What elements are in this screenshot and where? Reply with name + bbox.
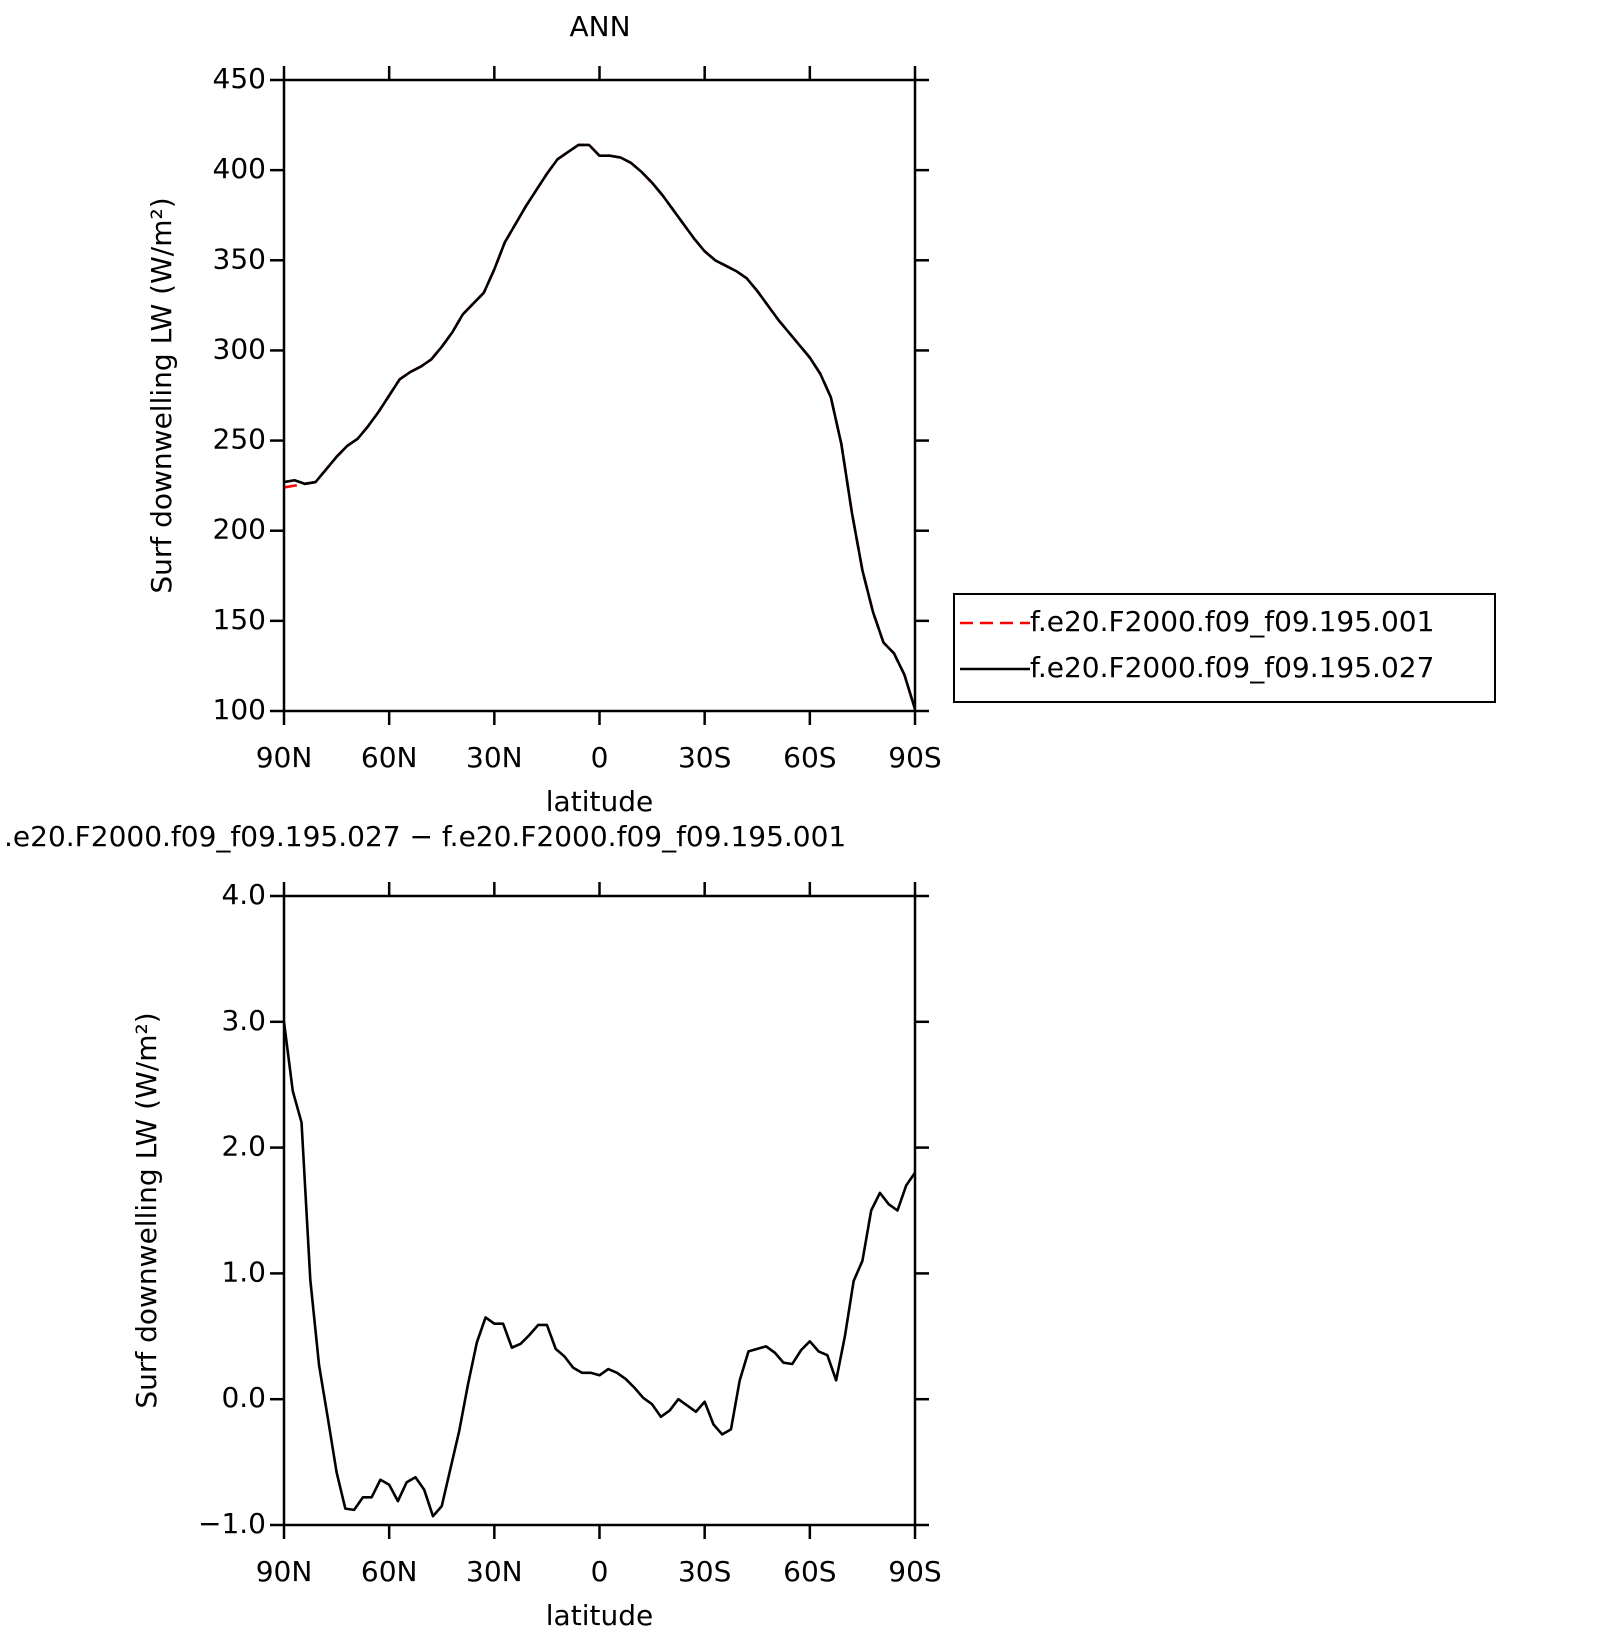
x-tick-label: 60N bbox=[361, 1555, 418, 1588]
y-tick-label: 350 bbox=[213, 242, 266, 275]
x-axis-label: latitude bbox=[546, 785, 653, 818]
x-tick-label: 90S bbox=[888, 741, 941, 774]
x-axis-label: latitude bbox=[546, 1599, 653, 1632]
legend-label: f.e20.F2000.f09_f09.195.001 bbox=[1030, 605, 1434, 638]
data-line bbox=[283, 143, 917, 710]
y-tick-label: 1.0 bbox=[221, 1255, 266, 1288]
y-tick-label: 300 bbox=[213, 332, 266, 365]
x-tick-label: 30N bbox=[466, 1555, 523, 1588]
y-tick-label: 0.0 bbox=[221, 1381, 266, 1414]
y-tick-label: 450 bbox=[213, 62, 266, 95]
x-tick-label: 60S bbox=[783, 741, 836, 774]
chart-title: ANN bbox=[569, 10, 630, 43]
x-tick-label: 90S bbox=[888, 1555, 941, 1588]
y-tick-label: −1.0 bbox=[198, 1507, 266, 1540]
y-axis-label: Surf downwelling LW (W/m²) bbox=[130, 1012, 163, 1408]
y-axis-label: Surf downwelling LW (W/m²) bbox=[145, 197, 178, 593]
y-tick-label: 100 bbox=[213, 693, 266, 726]
y-tick-label: 3.0 bbox=[221, 1004, 266, 1037]
x-tick-label: 30S bbox=[678, 741, 731, 774]
x-tick-label: 30S bbox=[678, 1555, 731, 1588]
legend-box bbox=[953, 593, 1496, 703]
y-tick-label: 2.0 bbox=[221, 1130, 266, 1163]
y-tick-label: 200 bbox=[213, 513, 266, 546]
x-tick-label: 60S bbox=[783, 1555, 836, 1588]
chart-title: .e20.F2000.f09_f09.195.027 − f.e20.F2000… bbox=[4, 820, 846, 853]
x-tick-label: 90N bbox=[256, 1555, 313, 1588]
x-tick-label: 0 bbox=[591, 1555, 609, 1588]
x-tick-label: 0 bbox=[591, 741, 609, 774]
data-line bbox=[282, 1021, 917, 1518]
x-tick-label: 30N bbox=[466, 741, 523, 774]
y-tick-label: 250 bbox=[213, 423, 266, 456]
data-line bbox=[283, 143, 917, 710]
y-tick-label: 150 bbox=[213, 603, 266, 636]
plot-frame bbox=[282, 78, 917, 713]
plot-frame bbox=[282, 894, 917, 1527]
x-tick-label: 90N bbox=[256, 741, 313, 774]
legend-label: f.e20.F2000.f09_f09.195.027 bbox=[1030, 651, 1434, 684]
y-tick-label: 4.0 bbox=[221, 878, 266, 911]
x-tick-label: 60N bbox=[361, 741, 418, 774]
y-tick-label: 400 bbox=[213, 152, 266, 185]
